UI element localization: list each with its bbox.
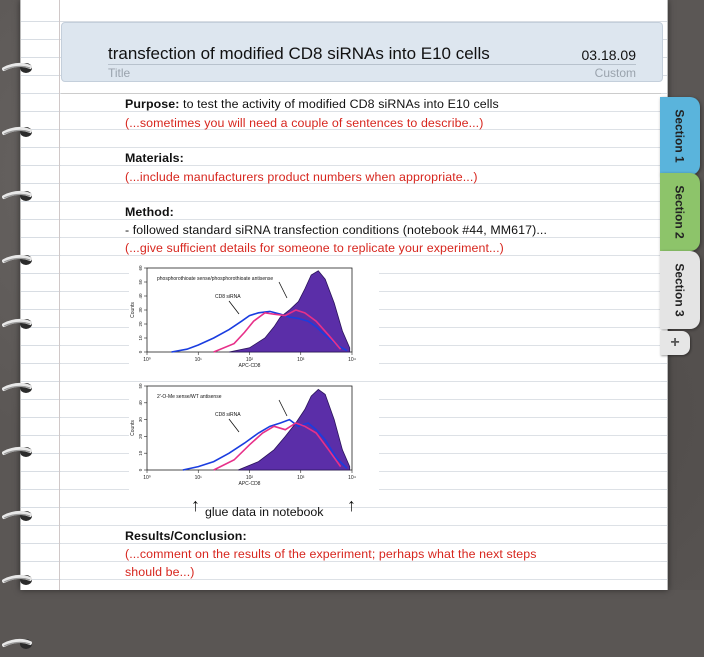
annotation-arrow (278, 281, 288, 299)
binder-ring-icon (2, 572, 38, 588)
purpose-text: to test the activity of modified CD8 siR… (179, 97, 499, 111)
chart-annotation: CD8 siRNA (215, 412, 241, 418)
purpose-label: Purpose: (125, 97, 180, 111)
add-section-button[interactable]: + (660, 331, 690, 355)
series-line (182, 418, 348, 471)
chart-annotation: phosphorothioate sense/phosphorothioate … (157, 276, 273, 282)
results-line: Results/Conclusion: (125, 529, 247, 543)
materials-hint: (...include manufacturers product number… (125, 170, 478, 184)
histogram-svg-1: 10⁰ 10¹ 10² 10³ 10⁴ 0 10 20 30 40 50 60 APC-CD8 Count… (130, 265, 356, 369)
y-tick-label: 0 (138, 468, 143, 471)
y-tick-label: 60 (138, 265, 143, 271)
binder-ring-icon (2, 60, 38, 76)
x-axis-label: APC-CD8 (239, 481, 261, 487)
binder-ring-icon (2, 636, 38, 652)
x-tick-label: 10⁰ (143, 475, 151, 481)
x-tick-label: 10¹ (195, 357, 203, 363)
x-tick-label: 10³ (297, 475, 305, 481)
x-tick-label: 10³ (297, 357, 305, 363)
up-arrow-icon: ↑ (191, 495, 200, 515)
y-tick-label: 50 (138, 383, 143, 389)
annotation-arrow (278, 399, 288, 417)
y-tick-label: 30 (138, 417, 143, 423)
binder-rings (0, 0, 40, 649)
tab-section-2[interactable]: Section 2 (660, 173, 700, 251)
y-tick-label: 0 (138, 350, 143, 353)
glue-note: glue data in notebook (205, 505, 324, 519)
custom-field-label: Custom (594, 66, 636, 80)
results-label: Results/Conclusion: (125, 529, 247, 543)
tab-section-1-label: Section 1 (673, 109, 688, 163)
materials-line: Materials: (125, 151, 184, 165)
method-text: - followed standard siRNA transfection c… (125, 223, 548, 237)
title-header[interactable]: transfection of modified CD8 siRNAs into… (61, 22, 663, 82)
method-label: Method: (125, 205, 174, 219)
x-tick-label: 10⁰ (143, 357, 151, 363)
histogram-svg-2: 10⁰ 10¹ 10² 10³ 10⁴ 0 10 20 30 40 50 APC-CD8 Counts 2… (130, 383, 356, 487)
title-field-label: Title (108, 66, 131, 80)
x-axis-label: APC-CD8 (239, 363, 261, 369)
y-tick-label: 20 (138, 321, 143, 327)
y-tick-label: 20 (138, 433, 143, 439)
purpose-hint: (...sometimes you will need a couple of … (125, 116, 484, 130)
binder-ring-icon (2, 380, 38, 396)
y-tick-label: 40 (138, 293, 143, 299)
binder-ring-icon (2, 508, 38, 524)
y-tick-label: 50 (138, 279, 143, 285)
method-line: Method: (125, 205, 174, 219)
y-tick-label: 10 (138, 335, 143, 341)
y-axis-label: Counts (130, 302, 136, 318)
tab-section-3[interactable]: Section 3 (660, 251, 700, 329)
binder-ring-icon (2, 124, 38, 140)
margin-line (59, 0, 60, 590)
purpose-line: Purpose: to test the activity of modifie… (125, 97, 499, 111)
annotation-arrow (228, 300, 240, 315)
histogram-chart-2: 10⁰ 10¹ 10² 10³ 10⁴ 0 10 20 30 40 50 APC-CD8 Counts 2… (129, 382, 379, 492)
x-tick-label: 10⁴ (348, 357, 356, 363)
binder-ring-icon (2, 444, 38, 460)
x-tick-label: 10² (246, 357, 254, 363)
y-tick-label: 30 (138, 307, 143, 313)
series-line (171, 310, 348, 353)
page-date[interactable]: 03.18.09 (581, 47, 637, 63)
series-line (213, 309, 342, 353)
tab-section-3-label: Section 3 (673, 263, 688, 317)
page-title[interactable]: transfection of modified CD8 siRNAs into… (108, 44, 490, 63)
materials-label: Materials: (125, 151, 184, 165)
binder-ring-icon (2, 316, 38, 332)
series-area (229, 270, 351, 353)
annotation-arrow (228, 418, 240, 433)
title-divider (108, 64, 636, 65)
page-body[interactable]: Purpose: to test the activity of modifie… (61, 93, 661, 590)
tab-section-1[interactable]: Section 1 (660, 97, 700, 175)
up-arrow-icon: ↑ (347, 495, 356, 515)
method-hint: (...give sufficient details for someone … (125, 241, 504, 255)
results-hint-1: (...comment on the results of the experi… (125, 547, 537, 561)
tab-section-2-label: Section 2 (673, 185, 688, 239)
binder-ring-icon (2, 188, 38, 204)
x-tick-label: 10² (246, 475, 254, 481)
binder-ring-icon (2, 252, 38, 268)
results-hint-2: should be...) (125, 565, 195, 579)
histogram-chart-1: 10⁰ 10¹ 10² 10³ 10⁴ 0 10 20 30 40 50 60 APC-CD8 Count… (129, 264, 379, 374)
glue-note-row: ↑ glue data in notebook ↑ (191, 495, 391, 523)
series-area (237, 388, 351, 471)
y-axis-label: Counts (130, 420, 136, 436)
chart-annotation: CD8 siRNA (215, 294, 241, 300)
y-tick-label: 40 (138, 400, 143, 406)
notebook-page: transfection of modified CD8 siRNAs into… (20, 0, 668, 590)
x-tick-label: 10⁴ (348, 475, 356, 481)
series-line (213, 422, 342, 471)
y-tick-label: 10 (138, 450, 143, 456)
x-tick-label: 10¹ (195, 475, 203, 481)
chart-annotation: 2'-O-Me sense/WT antisense (157, 394, 222, 400)
